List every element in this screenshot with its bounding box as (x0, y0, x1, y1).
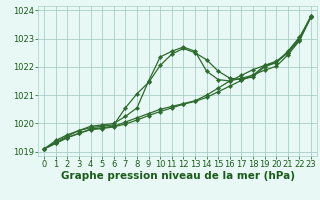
X-axis label: Graphe pression niveau de la mer (hPa): Graphe pression niveau de la mer (hPa) (60, 171, 295, 181)
